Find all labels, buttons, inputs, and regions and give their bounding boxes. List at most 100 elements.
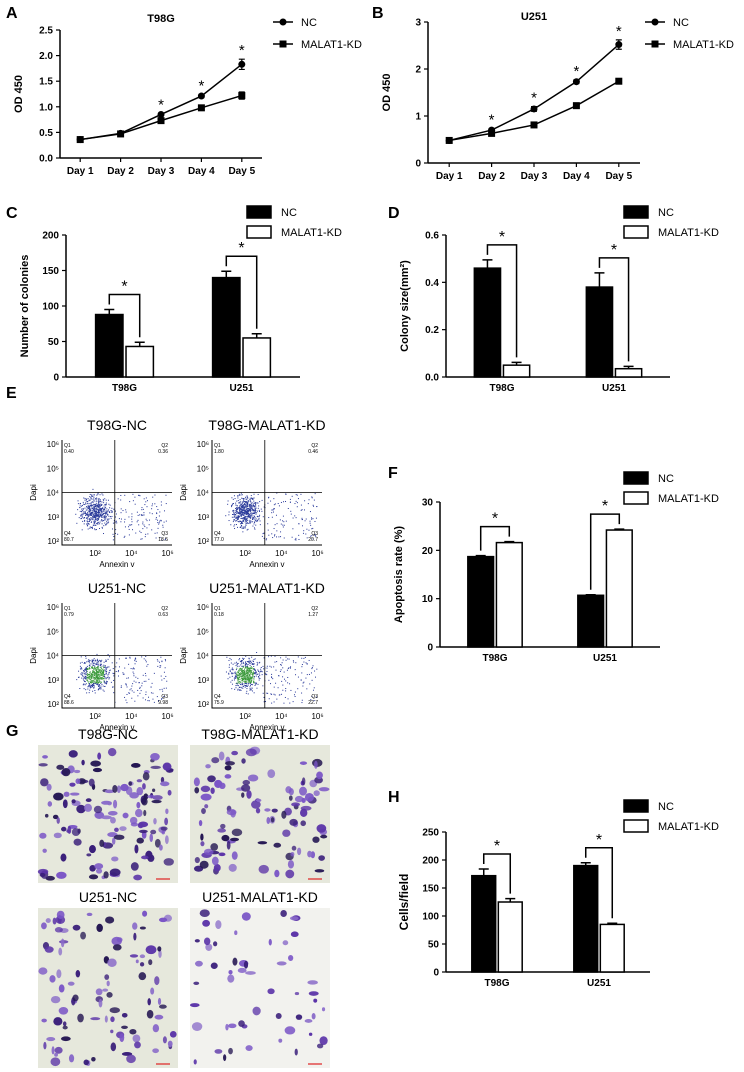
event-dot	[292, 528, 293, 529]
event-dot	[130, 658, 131, 659]
event-dot	[311, 496, 312, 497]
event-dot	[104, 515, 105, 516]
event-dot	[80, 673, 81, 674]
event-dot	[107, 667, 108, 668]
event-dot	[259, 662, 260, 663]
event-dot	[252, 517, 253, 518]
event-dot	[284, 672, 285, 673]
event-dot	[235, 685, 236, 686]
event-dot	[270, 683, 271, 684]
event-dot	[248, 693, 249, 694]
event-dot	[88, 661, 89, 662]
event-dot	[99, 517, 100, 518]
event-dot	[271, 533, 272, 534]
event-dot	[92, 508, 93, 509]
event-dot	[239, 506, 240, 507]
event-dot	[247, 505, 248, 506]
legend-label: NC	[281, 207, 297, 219]
cell	[96, 988, 103, 995]
y-tick-label: 0.2	[425, 325, 439, 336]
event-dot	[83, 680, 84, 681]
event-dot	[97, 523, 98, 524]
event-dot	[308, 530, 309, 531]
cell	[111, 937, 121, 946]
event-dot	[314, 687, 315, 688]
event-dot	[108, 676, 109, 677]
event-dot	[96, 670, 97, 671]
y-tick-label: 1.0	[39, 102, 53, 113]
event-dot	[97, 666, 98, 667]
event-dot	[90, 497, 91, 498]
event-dot	[234, 495, 235, 496]
event-dot	[226, 672, 227, 673]
event-dot	[230, 670, 231, 671]
y-tick-label: 10⁶	[197, 603, 209, 612]
event-dot	[119, 658, 120, 659]
event-dot	[79, 677, 80, 678]
event-dot	[94, 674, 95, 675]
cell	[76, 970, 81, 977]
event-dot	[298, 539, 299, 540]
event-dot	[84, 671, 85, 672]
event-dot	[93, 665, 94, 666]
event-dot	[281, 681, 282, 682]
y-axis-label: Dapi	[179, 484, 188, 501]
event-dot	[243, 505, 244, 506]
event-dot	[256, 508, 257, 509]
event-dot	[101, 668, 102, 669]
event-dot	[111, 508, 112, 509]
event-dot	[157, 659, 158, 660]
event-dot	[273, 666, 274, 667]
event-dot	[278, 503, 279, 504]
cell	[84, 804, 92, 812]
event-dot	[80, 511, 81, 512]
cell	[143, 772, 150, 780]
cell	[89, 874, 98, 879]
event-dot	[97, 514, 98, 515]
event-dot	[242, 494, 243, 495]
event-dot	[95, 692, 96, 693]
event-dot	[246, 681, 247, 682]
cell	[151, 800, 161, 803]
cell	[309, 1033, 312, 1036]
event-dot	[94, 522, 95, 523]
event-dot	[316, 506, 317, 507]
cell	[43, 1042, 46, 1049]
event-dot	[125, 700, 126, 701]
event-dot	[94, 681, 95, 682]
event-dot	[294, 694, 295, 695]
event-dot	[138, 515, 139, 516]
legend-label: MALAT1-KD	[281, 227, 342, 239]
event-dot	[236, 507, 237, 508]
cell	[223, 1054, 226, 1061]
event-dot	[280, 536, 281, 537]
event-dot	[274, 534, 275, 535]
event-dot	[96, 682, 97, 683]
event-dot	[87, 680, 88, 681]
cell	[61, 939, 64, 948]
event-dot	[86, 670, 87, 671]
marker	[446, 137, 453, 144]
event-dot	[97, 659, 98, 660]
event-dot	[274, 504, 275, 505]
event-dot	[89, 676, 90, 677]
event-dot	[242, 671, 243, 672]
event-dot	[236, 520, 237, 521]
event-dot	[113, 539, 114, 540]
legend-label: MALAT1-KD	[658, 493, 719, 505]
event-dot	[247, 495, 248, 496]
event-dot	[131, 519, 132, 520]
event-dot	[274, 535, 275, 536]
y-tick-label: 10³	[47, 513, 59, 522]
event-dot	[93, 515, 94, 516]
y-tick-label: 1.5	[39, 77, 53, 88]
event-dot	[87, 520, 88, 521]
cell	[74, 770, 80, 773]
event-dot	[116, 514, 117, 515]
event-dot	[243, 528, 244, 529]
event-dot	[262, 500, 263, 501]
cell	[41, 1019, 47, 1023]
event-dot	[98, 510, 99, 511]
event-dot	[86, 501, 87, 502]
cell	[276, 1013, 282, 1019]
